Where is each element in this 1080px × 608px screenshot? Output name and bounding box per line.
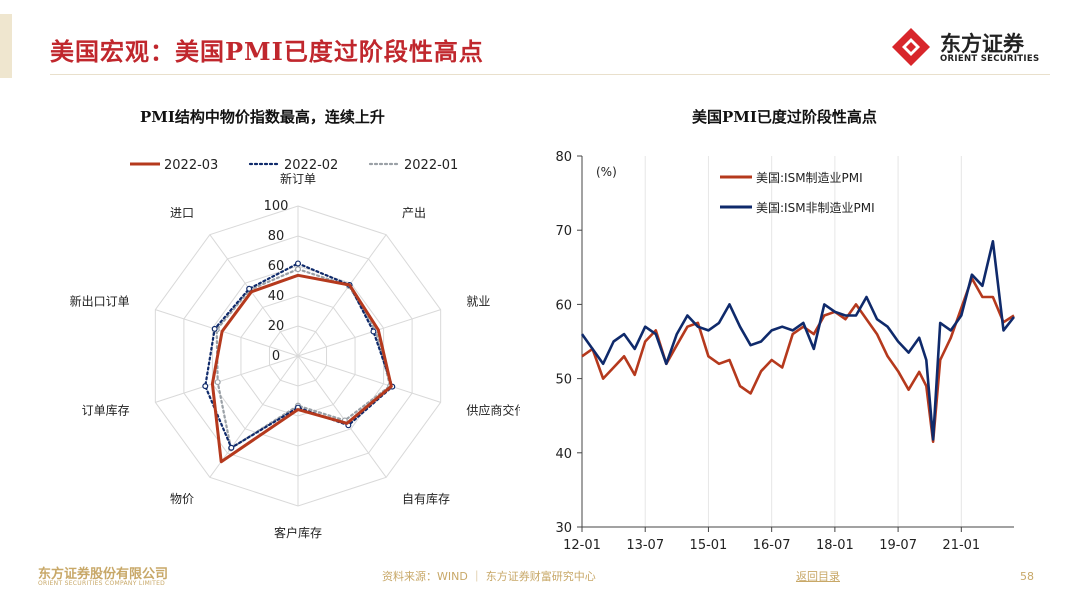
radar-point	[246, 285, 253, 292]
logo-text-cn: 东方证券	[940, 32, 1024, 56]
radar-axis-label: 自有库存	[402, 491, 450, 506]
x-tick-label: 16-07	[753, 538, 791, 553]
y-tick-label: 70	[555, 224, 572, 239]
page-number: 58	[1020, 570, 1034, 583]
data-source: 资料来源：WIND ｜ 东方证券财富研究中心	[382, 570, 596, 583]
line-chart-title: 美国PMI已度过阶段性高点	[692, 108, 877, 126]
line-series	[580, 240, 1016, 441]
unit-label: (%)	[596, 165, 617, 179]
x-tick-label: 13-07	[626, 538, 664, 553]
logo-text-en: ORIENT SECURITIES	[940, 54, 1040, 64]
radar-axis-label: 就业	[466, 294, 490, 308]
orient-logo-icon	[892, 28, 930, 66]
radar-point	[202, 383, 209, 390]
y-tick-label: 60	[555, 298, 572, 313]
radar-spoke	[209, 355, 299, 478]
radar-legend-label: 2022-01	[404, 158, 458, 173]
radar-axis-label: 新出口订单	[70, 293, 130, 308]
radar-chart: 0 20 40 60 80 100 新订单产出就业供应商交付自有库存客户库存 物价 订单库存 新出…	[70, 158, 520, 540]
x-tick-label: 19-07	[879, 538, 917, 553]
y-tick-label: 40	[555, 447, 572, 462]
radar-axis-label: 产出	[402, 206, 426, 220]
radar-point	[211, 325, 218, 332]
radar-spoke	[297, 234, 387, 357]
radar-point	[295, 260, 302, 267]
header-divider	[50, 74, 1050, 75]
radar-spoke	[297, 355, 387, 478]
y-tick-label: 30	[555, 521, 572, 536]
radar-spoke	[297, 355, 441, 403]
radar-axis-label: 客户库存	[274, 525, 322, 540]
back-to-contents-link[interactable]: 返回目录	[796, 570, 840, 583]
line-legend-label: 美国:ISM非制造业PMI	[756, 201, 875, 215]
left-accent-bar	[0, 14, 12, 78]
x-tick-label: 12-01	[563, 538, 601, 553]
line-chart: 12-01 13-07 15-01 16-07 18-01 19-07 21-01 30 40 5…	[555, 150, 1016, 553]
x-tick-label: 21-01	[942, 538, 980, 553]
footer-company-name: 东方证券股份有限公司	[38, 567, 169, 582]
page-title: 美国宏观：美国PMI已度过阶段性高点	[50, 37, 484, 66]
line-legend-label: 美国:ISM制造业PMI	[756, 171, 863, 185]
radar-tick-label: 80	[268, 229, 285, 244]
radar-point	[214, 379, 221, 386]
y-tick-label: 50	[555, 373, 572, 388]
radar-axis-label: 新订单	[280, 171, 316, 186]
radar-axis-label: 物价	[170, 492, 194, 506]
radar-point	[228, 444, 235, 451]
radar-tick-label: 0	[272, 349, 280, 364]
radar-spoke	[297, 309, 441, 357]
radar-legend-label: 2022-02	[284, 158, 338, 173]
radar-axis-label: 进口	[170, 206, 194, 220]
radar-tick-label: 40	[268, 289, 285, 304]
radar-spoke	[155, 355, 299, 403]
radar-series-line	[210, 273, 393, 464]
y-tick-label: 80	[555, 150, 572, 165]
radar-legend-label: 2022-03	[164, 158, 218, 173]
x-tick-label: 18-01	[816, 538, 854, 553]
radar-axis-label: 供应商交付	[466, 403, 520, 418]
radar-point	[370, 328, 377, 335]
radar-tick-label: 20	[268, 319, 285, 334]
footer-company-name-en: ORIENT SECURITIES COMPANY LIMITED	[38, 580, 166, 587]
x-tick-label: 15-01	[690, 538, 728, 553]
radar-tick-label: 100	[264, 199, 289, 214]
company-logo: 东方证券 ORIENT SECURITIES	[890, 26, 1050, 68]
radar-point	[295, 266, 302, 273]
radar-spoke	[155, 309, 299, 357]
radar-spoke	[209, 234, 299, 357]
line-series	[581, 277, 1015, 443]
radar-series-line	[204, 262, 394, 449]
radar-axis-label: 订单库存	[82, 403, 130, 418]
radar-chart-title: PMI结构中物价指数最高，连续上升	[140, 108, 385, 126]
radar-tick-label: 60	[268, 259, 285, 274]
